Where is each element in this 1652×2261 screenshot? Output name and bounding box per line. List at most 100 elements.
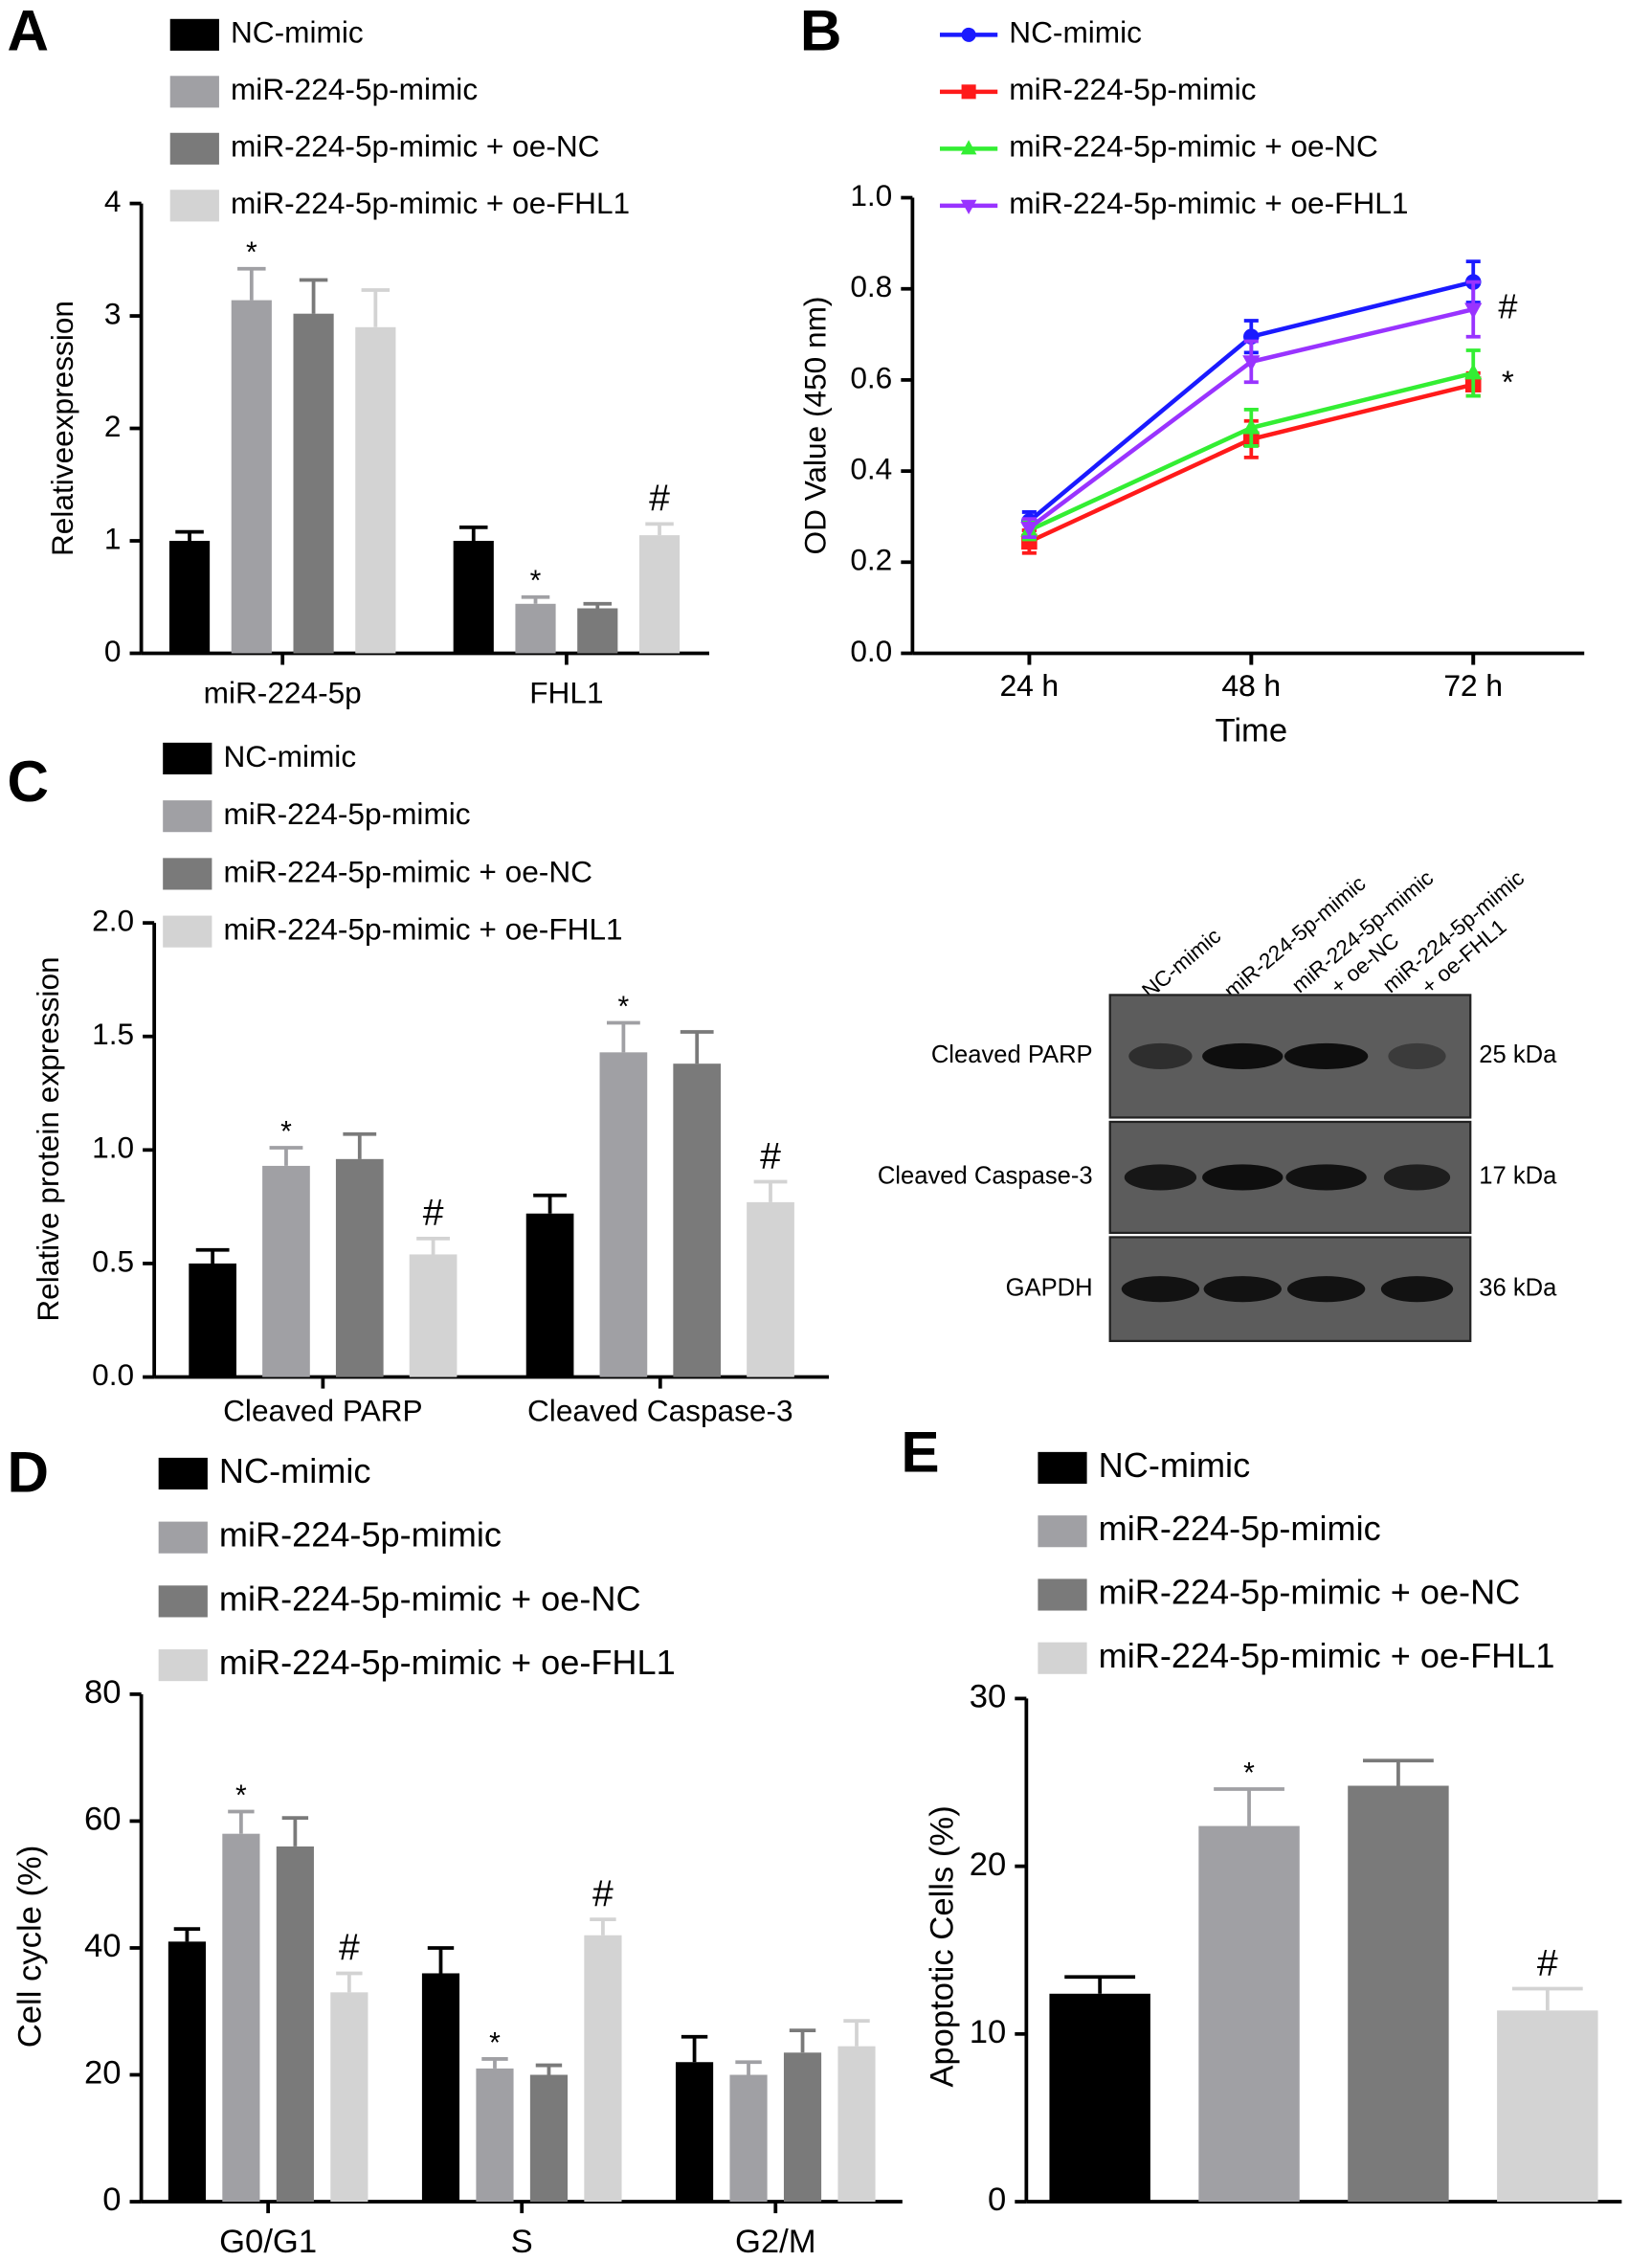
error-bar — [735, 2060, 762, 2075]
x-tick-label: FHL1 — [529, 676, 603, 710]
bar — [1348, 1785, 1449, 2203]
error-bar — [343, 1131, 377, 1159]
legend-label: miR-224-5p-mimic + oe-NC — [1099, 1573, 1521, 1612]
bar — [515, 603, 556, 654]
error-bar — [228, 1809, 255, 1834]
legend-swatch — [158, 1521, 208, 1554]
y-tick-label: 30 — [970, 1679, 1007, 1715]
y-tick-label: 4 — [104, 184, 122, 218]
significance-mark: # — [649, 479, 670, 520]
legend-label: miR-224-5p-mimic + oe-FHL1 — [1009, 186, 1408, 220]
legend-marker — [961, 27, 976, 42]
point — [1020, 521, 1038, 538]
bar — [1198, 1825, 1300, 2203]
error-bar — [361, 288, 391, 327]
significance-mark: * — [530, 566, 542, 597]
bar — [421, 1973, 460, 2203]
legend-marker — [960, 140, 977, 155]
x-tick-label: 72 h — [1443, 668, 1503, 703]
significance-mark: * — [235, 1780, 247, 1811]
error-bar — [533, 1193, 567, 1214]
legend-marker — [960, 199, 977, 214]
blot-band — [1124, 1164, 1197, 1191]
panel-letter: A — [8, 0, 50, 62]
bar — [675, 2062, 714, 2203]
legend-label: NC-mimic — [1009, 15, 1142, 50]
bar — [783, 2052, 822, 2203]
panel-letter: E — [901, 1419, 939, 1484]
y-tick-label: 2.0 — [92, 903, 134, 937]
row-label: GAPDH — [1006, 1274, 1093, 1301]
size-label: 17 kDa — [1479, 1163, 1557, 1190]
y-tick-label: 0.6 — [850, 360, 892, 394]
y-tick-label: 0.2 — [850, 543, 892, 577]
error-bar — [1363, 1758, 1434, 1786]
y-tick-label: 0.0 — [850, 634, 892, 668]
legend-label: NC-mimic — [223, 739, 356, 773]
legend-swatch — [1038, 1642, 1087, 1674]
significance-mark: # — [760, 1136, 781, 1177]
error-bar — [336, 1971, 363, 1993]
bar — [293, 313, 334, 654]
x-tick-label: miR-224-5p — [204, 676, 362, 710]
y-tick-label: 1 — [104, 521, 122, 555]
x-tick-label: 24 h — [1000, 668, 1060, 703]
bar — [599, 1052, 648, 1377]
bar — [222, 1833, 260, 2203]
legend-swatch — [169, 190, 219, 222]
significance-mark: # — [339, 1928, 360, 1969]
x-tick-label: G2/M — [735, 2224, 816, 2260]
legend-label: miR-224-5p-mimic + oe-NC — [223, 854, 592, 888]
legend-swatch — [163, 800, 212, 833]
legend-label: NC-mimic — [219, 1451, 371, 1490]
blot-band — [1285, 1164, 1367, 1191]
bar — [1049, 1993, 1150, 2203]
y-tick-label: 40 — [84, 1928, 122, 1964]
error-bar — [681, 2034, 708, 2063]
error-bar — [680, 1030, 714, 1064]
chart-panel: E 0 10 20 30 Apoptotic Cells (%) NC-mimic miR-2… — [901, 1419, 1622, 2218]
significance-mark: * — [280, 1116, 292, 1148]
significance-mark: # — [1537, 1943, 1558, 1984]
legend-label: miR-224-5p-mimic — [231, 72, 478, 106]
panel-letter: D — [8, 1439, 50, 1504]
row-label: Cleaved Caspase-3 — [878, 1163, 1093, 1190]
error-bar — [590, 1917, 616, 1936]
legend-swatch — [1038, 1515, 1087, 1548]
legend-swatch — [158, 1649, 208, 1682]
bar — [729, 2074, 768, 2203]
x-tick-label: 48 h — [1222, 668, 1282, 703]
error-bar — [789, 2028, 816, 2053]
significance-mark: # — [592, 1873, 614, 1914]
bar — [529, 2074, 569, 2203]
legend-swatch — [169, 18, 219, 51]
chart-panel: D 0 20 40 60 80 Cell cycle (%) NC-mimic miR-224-… — [8, 1439, 903, 2260]
legend-swatch — [158, 1457, 208, 1490]
point — [1242, 355, 1261, 371]
error-bar — [195, 1247, 230, 1264]
y-axis-label: Relativeexpression — [45, 301, 79, 556]
legend-swatch — [169, 132, 219, 165]
y-tick-label: 0.4 — [850, 451, 892, 485]
error-bar — [237, 266, 266, 301]
error-bar — [416, 1236, 450, 1255]
error-bar — [645, 522, 674, 536]
legend-marker — [961, 84, 976, 100]
bar — [335, 1158, 384, 1377]
legend-label: NC-mimic — [231, 15, 364, 50]
bar — [1497, 2010, 1598, 2203]
legend-label: miR-224-5p-mimic — [219, 1515, 502, 1555]
error-bar — [843, 2019, 870, 2047]
chart-panel: B 0.0 0.2 0.4 0.6 0.8 1.0 OD Value (450 nm) Time… — [797, 0, 1585, 749]
bar — [355, 326, 396, 654]
point — [1464, 302, 1483, 320]
bar — [276, 1846, 314, 2203]
y-tick-label: 0 — [102, 2182, 121, 2218]
significance-mark: # — [1498, 287, 1517, 326]
bar — [189, 1263, 237, 1377]
y-tick-label: 0.0 — [92, 1357, 134, 1392]
chart-panel: C 0.0 0.5 1.0 1.5 2.0 Relative protein express… — [8, 739, 830, 1428]
legend-label: NC-mimic — [1099, 1445, 1251, 1485]
legend-label: miR-224-5p-mimic + oe-FHL1 — [1099, 1636, 1555, 1675]
